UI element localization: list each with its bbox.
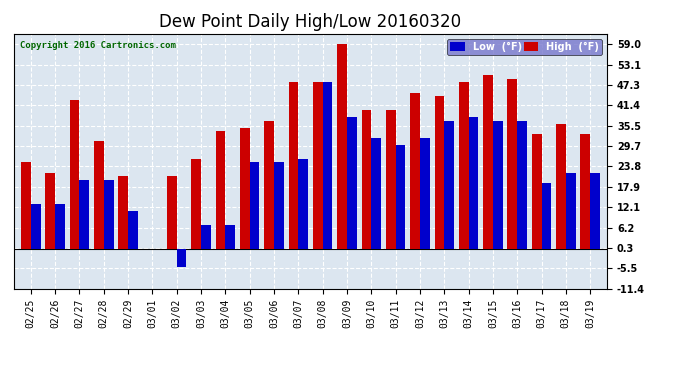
Bar xyxy=(493,121,502,249)
Bar xyxy=(347,117,357,249)
Bar xyxy=(386,110,395,249)
Bar xyxy=(31,204,41,249)
Bar xyxy=(94,141,104,249)
Bar xyxy=(420,138,430,249)
Bar xyxy=(226,225,235,249)
Bar xyxy=(167,176,177,249)
Bar xyxy=(556,124,566,249)
Text: Copyright 2016 Cartronics.com: Copyright 2016 Cartronics.com xyxy=(20,41,176,50)
Bar xyxy=(371,138,381,249)
Bar xyxy=(518,121,527,249)
Bar xyxy=(104,180,114,249)
Bar xyxy=(298,159,308,249)
Bar xyxy=(55,204,65,249)
Bar xyxy=(240,128,250,249)
Bar xyxy=(274,162,284,249)
Title: Dew Point Daily High/Low 20160320: Dew Point Daily High/Low 20160320 xyxy=(159,13,462,31)
Bar xyxy=(469,117,478,249)
Bar xyxy=(444,121,454,249)
Bar xyxy=(250,162,259,249)
Bar xyxy=(337,44,347,249)
Bar xyxy=(201,225,210,249)
Bar xyxy=(70,100,79,249)
Bar xyxy=(435,96,444,249)
Bar xyxy=(590,173,600,249)
Bar xyxy=(264,121,274,249)
Bar xyxy=(313,82,323,249)
Bar xyxy=(21,162,31,249)
Bar xyxy=(542,183,551,249)
Bar xyxy=(395,145,405,249)
Bar xyxy=(177,249,186,267)
Bar xyxy=(532,135,542,249)
Bar xyxy=(362,110,371,249)
Bar xyxy=(128,211,138,249)
Bar xyxy=(46,173,55,249)
Bar xyxy=(323,82,333,249)
Bar xyxy=(507,79,518,249)
Bar xyxy=(191,159,201,249)
Bar xyxy=(79,180,89,249)
Bar xyxy=(483,75,493,249)
Bar xyxy=(411,93,420,249)
Bar xyxy=(119,176,128,249)
Legend: Low  (°F), High  (°F): Low (°F), High (°F) xyxy=(447,39,602,55)
Bar xyxy=(459,82,469,249)
Bar xyxy=(580,135,590,249)
Bar xyxy=(216,131,226,249)
Bar xyxy=(288,82,298,249)
Bar xyxy=(566,173,575,249)
